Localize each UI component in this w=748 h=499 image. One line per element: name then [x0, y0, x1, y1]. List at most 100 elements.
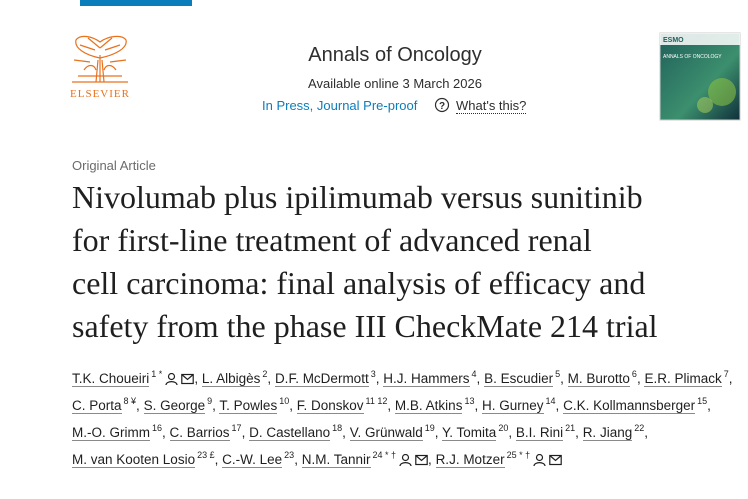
author-separator: ,: [194, 370, 199, 386]
available-date: Available online 3 March 2026: [308, 76, 482, 91]
title-line: Nivolumab plus ipilimumab versus sunitin…: [72, 179, 643, 215]
help-icon[interactable]: [434, 97, 450, 113]
author: B.I. Rini 21,: [515, 423, 579, 441]
author-affiliation-refs: 13: [464, 396, 475, 407]
author-affiliation-refs: 4: [471, 369, 477, 379]
author-separator: ,: [474, 397, 479, 413]
author-profile-icon[interactable]: [165, 372, 178, 385]
author-separator: ,: [342, 424, 346, 440]
author-name[interactable]: R.J. Motzer: [435, 451, 505, 468]
author: L. Albigès 2,: [201, 369, 272, 387]
author-separator: ,: [387, 397, 392, 413]
header-graphics: ELSEVIER ? ESMO ANNALS OF ONCOLOGY: [70, 0, 741, 121]
author-affiliation-refs: 8 ¥: [123, 396, 137, 407]
author-name[interactable]: S. George: [143, 397, 206, 414]
author-affiliation-refs: 7: [723, 369, 729, 379]
elsevier-logo: [72, 35, 128, 83]
article-status[interactable]: In Press, Journal Pre-proof: [262, 98, 418, 113]
author-name[interactable]: N.M. Tannir: [301, 451, 371, 468]
author: N.M. Tannir 24 * †,: [301, 450, 432, 468]
author-name[interactable]: M.-O. Grimm: [72, 424, 150, 441]
author: E.R. Plimack 7,: [644, 369, 733, 387]
author: C.-W. Lee 23,: [222, 450, 298, 468]
author-affiliation-refs: 9: [207, 396, 213, 407]
author: R.J. Motzer 25 * †: [435, 450, 563, 468]
author-name[interactable]: D.F. McDermott: [274, 370, 369, 387]
author-profile-icon[interactable]: [533, 453, 546, 466]
author-name[interactable]: T. Powles: [219, 397, 278, 414]
help-link[interactable]: What's this?: [456, 98, 527, 114]
author-name[interactable]: E.R. Plimack: [644, 370, 722, 387]
author-affiliation-refs: 6: [631, 369, 637, 379]
author-affiliation-refs: 23 £: [197, 450, 215, 461]
author-separator: ,: [294, 451, 298, 467]
author-affiliation-refs: 1 *: [151, 369, 163, 379]
author-affiliation-refs: 24 * †: [372, 450, 397, 461]
journal-title[interactable]: Annals of Oncology: [308, 44, 482, 66]
author-name[interactable]: C. Barrios: [169, 424, 230, 441]
author: M. van Kooten Losio 23 £,: [72, 450, 219, 468]
author: V. Grünwald 19,: [349, 423, 439, 441]
author: C.K. Kollmannsberger 15,: [563, 396, 711, 414]
author: M. Burotto 6,: [567, 369, 641, 387]
author: H.J. Hammers 4,: [383, 369, 481, 387]
author-separator: ,: [212, 397, 216, 413]
author-affiliation-refs: 5: [555, 369, 561, 379]
author-profile-icon[interactable]: [399, 453, 412, 466]
author: S. George 9,: [143, 396, 216, 414]
author-affiliation-refs: 2: [262, 369, 268, 379]
author: T. Powles 10,: [219, 396, 293, 414]
author-name[interactable]: L. Albigès: [201, 370, 261, 387]
author-name[interactable]: R. Jiang: [582, 424, 633, 441]
author-name[interactable]: B.I. Rini: [515, 424, 564, 441]
title-line: cell carcinoma: final analysis of effica…: [72, 265, 646, 301]
author-name[interactable]: B. Escudier: [484, 370, 554, 387]
publisher: ELSEVIER: [70, 88, 130, 100]
author-name[interactable]: C.-W. Lee: [222, 451, 283, 468]
author-affiliation-refs: 25 * †: [506, 450, 531, 461]
author-name[interactable]: D. Castellano: [249, 424, 331, 441]
author: H. Gurney 14,: [482, 396, 559, 414]
author-name[interactable]: H. Gurney: [482, 397, 544, 414]
author-list: T.K. Choueiri 1 *, L. Albigès 2, D.F. McDe…: [72, 363, 740, 471]
author-name[interactable]: M.B. Atkins: [394, 397, 463, 414]
title-line: for first-line treatment of advanced ren…: [72, 222, 592, 258]
author-affiliation-refs: 10: [279, 396, 290, 407]
author-affiliation-refs: 22: [634, 423, 645, 434]
author: T.K. Choueiri 1 *,: [72, 369, 199, 387]
author-name[interactable]: H.J. Hammers: [383, 370, 470, 387]
author-name[interactable]: M. Burotto: [567, 370, 630, 387]
author-separator: ,: [434, 424, 439, 440]
author: C. Barrios 17,: [169, 423, 246, 441]
author-email-icon[interactable]: [549, 454, 562, 466]
author: B. Escudier 5,: [484, 369, 564, 387]
help-icon-glyph: ?: [439, 101, 445, 112]
author-name[interactable]: V. Grünwald: [349, 424, 423, 441]
author-separator: ,: [707, 397, 711, 413]
author-separator: ,: [476, 370, 481, 386]
author-separator: ,: [162, 424, 166, 440]
author-name[interactable]: F. Donskov: [296, 397, 364, 414]
author-name[interactable]: Y. Tomita: [442, 424, 497, 441]
author-separator: ,: [575, 424, 579, 440]
author-name[interactable]: C.K. Kollmannsberger: [563, 397, 696, 414]
author: C. Porta 8 ¥,: [72, 396, 140, 414]
author-separator: ,: [214, 451, 219, 467]
author-separator: ,: [375, 370, 380, 386]
author-email-icon[interactable]: [415, 454, 428, 466]
author-email-icon[interactable]: [181, 373, 195, 385]
author: R. Jiang 22,: [582, 423, 648, 441]
article-title: Nivolumab plus ipilimumab versus sunitin…: [72, 176, 748, 348]
author-affiliation-refs: 19: [424, 423, 435, 434]
author-name[interactable]: M. van Kooten Losio: [72, 451, 196, 468]
author-affiliation-refs: 20: [498, 423, 509, 434]
author-affiliation-refs: 17: [231, 423, 242, 434]
article-type: Original Article: [72, 158, 156, 173]
author-separator: ,: [241, 424, 246, 440]
author-separator: ,: [267, 370, 272, 386]
author-name[interactable]: C. Porta: [72, 397, 122, 414]
journal-cover[interactable]: ESMO ANNALS OF ONCOLOGY: [659, 32, 741, 121]
author-name[interactable]: T.K. Choueiri: [72, 370, 150, 387]
author-affiliation-refs: 14: [545, 396, 556, 407]
